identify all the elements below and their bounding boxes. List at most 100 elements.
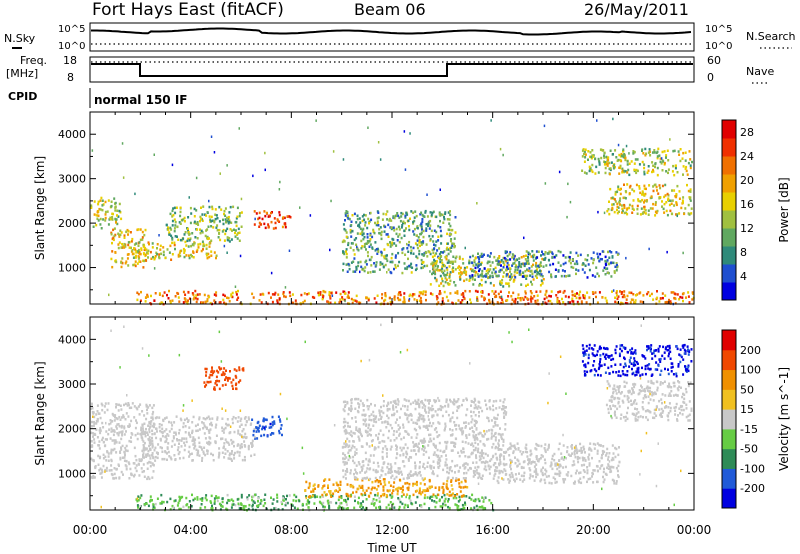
- power-cell: [523, 275, 526, 278]
- power-cell: [625, 211, 628, 214]
- velocity-cell: [113, 472, 116, 476]
- power-cell: [137, 255, 140, 258]
- velocity-cell: [191, 439, 194, 443]
- velocity-cell: [434, 446, 437, 449]
- power-cell: [621, 167, 624, 171]
- velocity-cell: [412, 493, 415, 497]
- power-cell: [97, 202, 100, 206]
- velocity-cell: [437, 493, 440, 497]
- power-cell: [187, 299, 189, 302]
- power-cell: [556, 301, 559, 305]
- power-cell: [420, 258, 423, 262]
- velocity-cell: [473, 423, 476, 427]
- velocity-cell: [355, 490, 358, 494]
- velocity-cell: [278, 429, 281, 433]
- velocity-cell: [154, 455, 157, 459]
- velocity-cell: [423, 437, 426, 441]
- power-cell: [199, 231, 202, 235]
- power-cell: [466, 266, 469, 269]
- power-cell: [428, 227, 431, 230]
- power-cell: [557, 249, 560, 253]
- power-cell: [121, 261, 124, 265]
- power-cell: [184, 298, 187, 301]
- power-cell: [179, 249, 182, 253]
- power-cell: [567, 255, 570, 259]
- velocity-cell: [278, 418, 281, 421]
- velocity-cell: [355, 448, 358, 451]
- velocity-cell: [422, 425, 425, 428]
- velocity-cell: [421, 448, 424, 451]
- power-cell: [427, 222, 430, 225]
- velocity-cell: [461, 427, 464, 430]
- power-cell: [348, 267, 351, 271]
- power-cell: [561, 297, 563, 301]
- velocity-cell: [188, 500, 191, 503]
- velocity-cell: [415, 442, 418, 446]
- velocity-cell: [383, 492, 386, 496]
- velocity-cell: [350, 446, 353, 450]
- velocity-cell: [285, 501, 288, 505]
- power-cell: [387, 243, 390, 247]
- power-cell: [604, 267, 607, 271]
- power-cell: [518, 264, 521, 267]
- velocity-cell: [293, 506, 296, 509]
- power-cell: [217, 236, 220, 239]
- power-cell: [449, 210, 451, 213]
- power-cell: [192, 293, 195, 296]
- velocity-cell: [409, 402, 412, 406]
- power-cell: [604, 262, 607, 266]
- velocity-cell: [204, 367, 207, 371]
- power-cell: [626, 160, 629, 163]
- power-cell: [652, 164, 655, 167]
- power-cell: [675, 203, 678, 207]
- power-cell: [504, 250, 507, 253]
- power-cell: [267, 226, 270, 229]
- velocity-cell: [177, 501, 180, 505]
- velocity-cell: [205, 383, 208, 387]
- velocity-cell: [399, 454, 402, 457]
- velocity-cell: [139, 432, 142, 436]
- power-cell: [544, 251, 547, 254]
- power-cell: [471, 274, 474, 277]
- power-cell: [530, 265, 533, 268]
- power-cell: [148, 242, 150, 246]
- power-cell: [480, 290, 483, 294]
- power-cell: [445, 255, 448, 258]
- velocity-cell: [162, 500, 165, 504]
- velocity-cell: [352, 491, 354, 494]
- power-cell: [686, 173, 689, 176]
- power-cell: [622, 155, 625, 159]
- velocity-cell: [476, 465, 479, 469]
- velocity-cell: [367, 478, 370, 482]
- velocity-cell: [370, 434, 372, 437]
- velocity-cell: [355, 420, 357, 423]
- velocity-cell: [379, 507, 382, 510]
- velocity-cell: [413, 443, 416, 446]
- power-cell: [569, 200, 572, 204]
- power-cell: [446, 271, 449, 274]
- velocity-cell: [360, 507, 363, 511]
- power-cell: [104, 210, 107, 214]
- velocity-cell: [153, 425, 155, 429]
- power-cell: [657, 147, 660, 151]
- velocity-cell: [133, 462, 136, 465]
- power-cell: [631, 188, 634, 191]
- velocity-cell: [148, 454, 151, 457]
- power-cell: [611, 290, 613, 293]
- power-cell: [122, 176, 125, 179]
- power-cell: [489, 264, 492, 267]
- power-cell: [656, 156, 659, 160]
- power-cell: [511, 275, 513, 279]
- power-cell: [120, 231, 123, 234]
- power-cell: [195, 176, 198, 180]
- velocity-cell: [479, 451, 482, 455]
- power-cell: [496, 257, 499, 260]
- velocity-cell: [492, 463, 495, 467]
- power-cell: [400, 226, 403, 229]
- power-cell: [380, 250, 383, 254]
- power-cell: [394, 214, 397, 218]
- power-cell: [355, 265, 358, 269]
- velocity-cell: [340, 495, 343, 498]
- velocity-cell: [239, 444, 242, 447]
- velocity-cell: [151, 413, 154, 416]
